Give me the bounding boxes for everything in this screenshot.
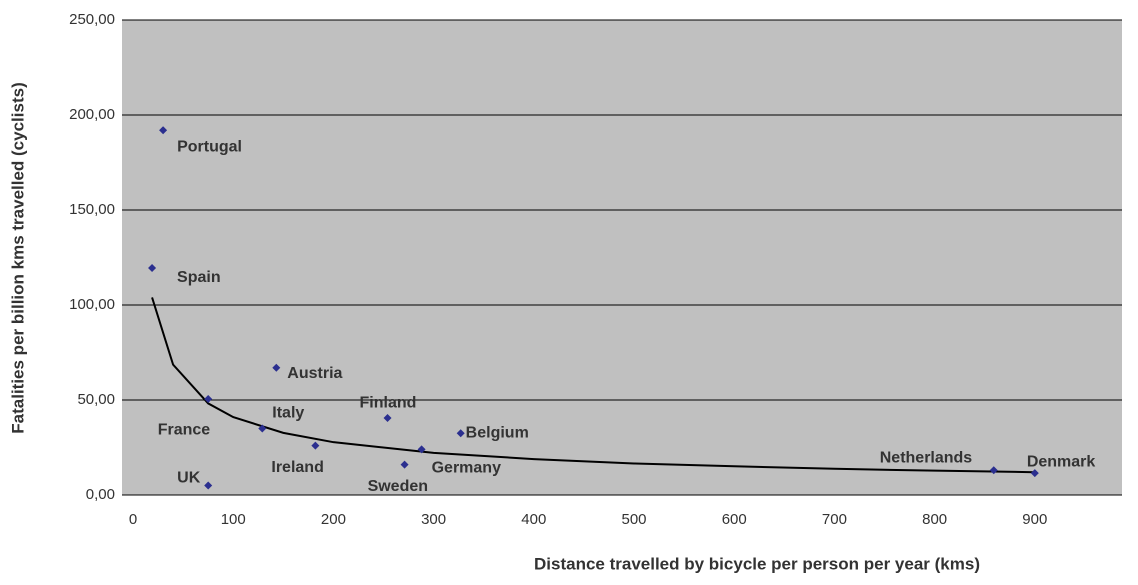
point-label: Portugal	[177, 138, 242, 155]
x-axis-title: Distance travelled by bicycle per person…	[534, 554, 980, 573]
x-tick-label: 600	[722, 511, 747, 528]
data-point	[383, 414, 392, 423]
x-tick-label: 0	[129, 511, 137, 528]
x-tick-label: 300	[421, 511, 446, 528]
data-point	[417, 445, 426, 454]
y-tick-label: 250,00	[69, 11, 115, 28]
x-tick-label: 700	[822, 511, 847, 528]
point-label: Sweden	[368, 478, 428, 495]
point-label: Netherlands	[880, 450, 973, 467]
plot-area	[122, 20, 1122, 495]
data-point	[1030, 469, 1039, 478]
point-label: UK	[177, 470, 201, 487]
point-label: Germany	[432, 460, 501, 477]
y-tick-label: 50,00	[77, 391, 115, 408]
x-tick-label: 500	[622, 511, 647, 528]
trend-line	[151, 297, 1035, 474]
point-label: Denmark	[1027, 453, 1096, 470]
x-tick-label: 400	[521, 511, 546, 528]
point-label: Ireland	[271, 459, 323, 476]
point-label: Austria	[287, 365, 342, 382]
data-point	[272, 363, 281, 372]
point-label: Finland	[360, 394, 417, 411]
x-tick-label: 200	[321, 511, 346, 528]
y-tick-label: 100,00	[69, 296, 115, 313]
x-tick-label: 100	[221, 511, 246, 528]
data-point	[204, 481, 213, 490]
data-point	[400, 460, 409, 469]
y-tick-label: 200,00	[69, 106, 115, 123]
data-point	[148, 263, 157, 272]
data-point	[159, 126, 168, 135]
point-label: Italy	[272, 405, 304, 422]
x-tick-label: 900	[1022, 511, 1047, 528]
data-point	[204, 395, 213, 404]
point-label: France	[158, 421, 211, 438]
data-point	[258, 424, 267, 433]
x-tick-label: 800	[922, 511, 947, 528]
point-label: Spain	[177, 269, 221, 286]
data-point	[989, 466, 998, 475]
y-tick-label: 150,00	[69, 201, 115, 218]
y-axis-title: Fatalities per billion kms travelled (cy…	[8, 82, 27, 433]
point-label: Belgium	[466, 424, 529, 441]
data-point	[456, 429, 465, 438]
data-point	[311, 441, 320, 450]
y-tick-label: 0,00	[86, 486, 115, 503]
